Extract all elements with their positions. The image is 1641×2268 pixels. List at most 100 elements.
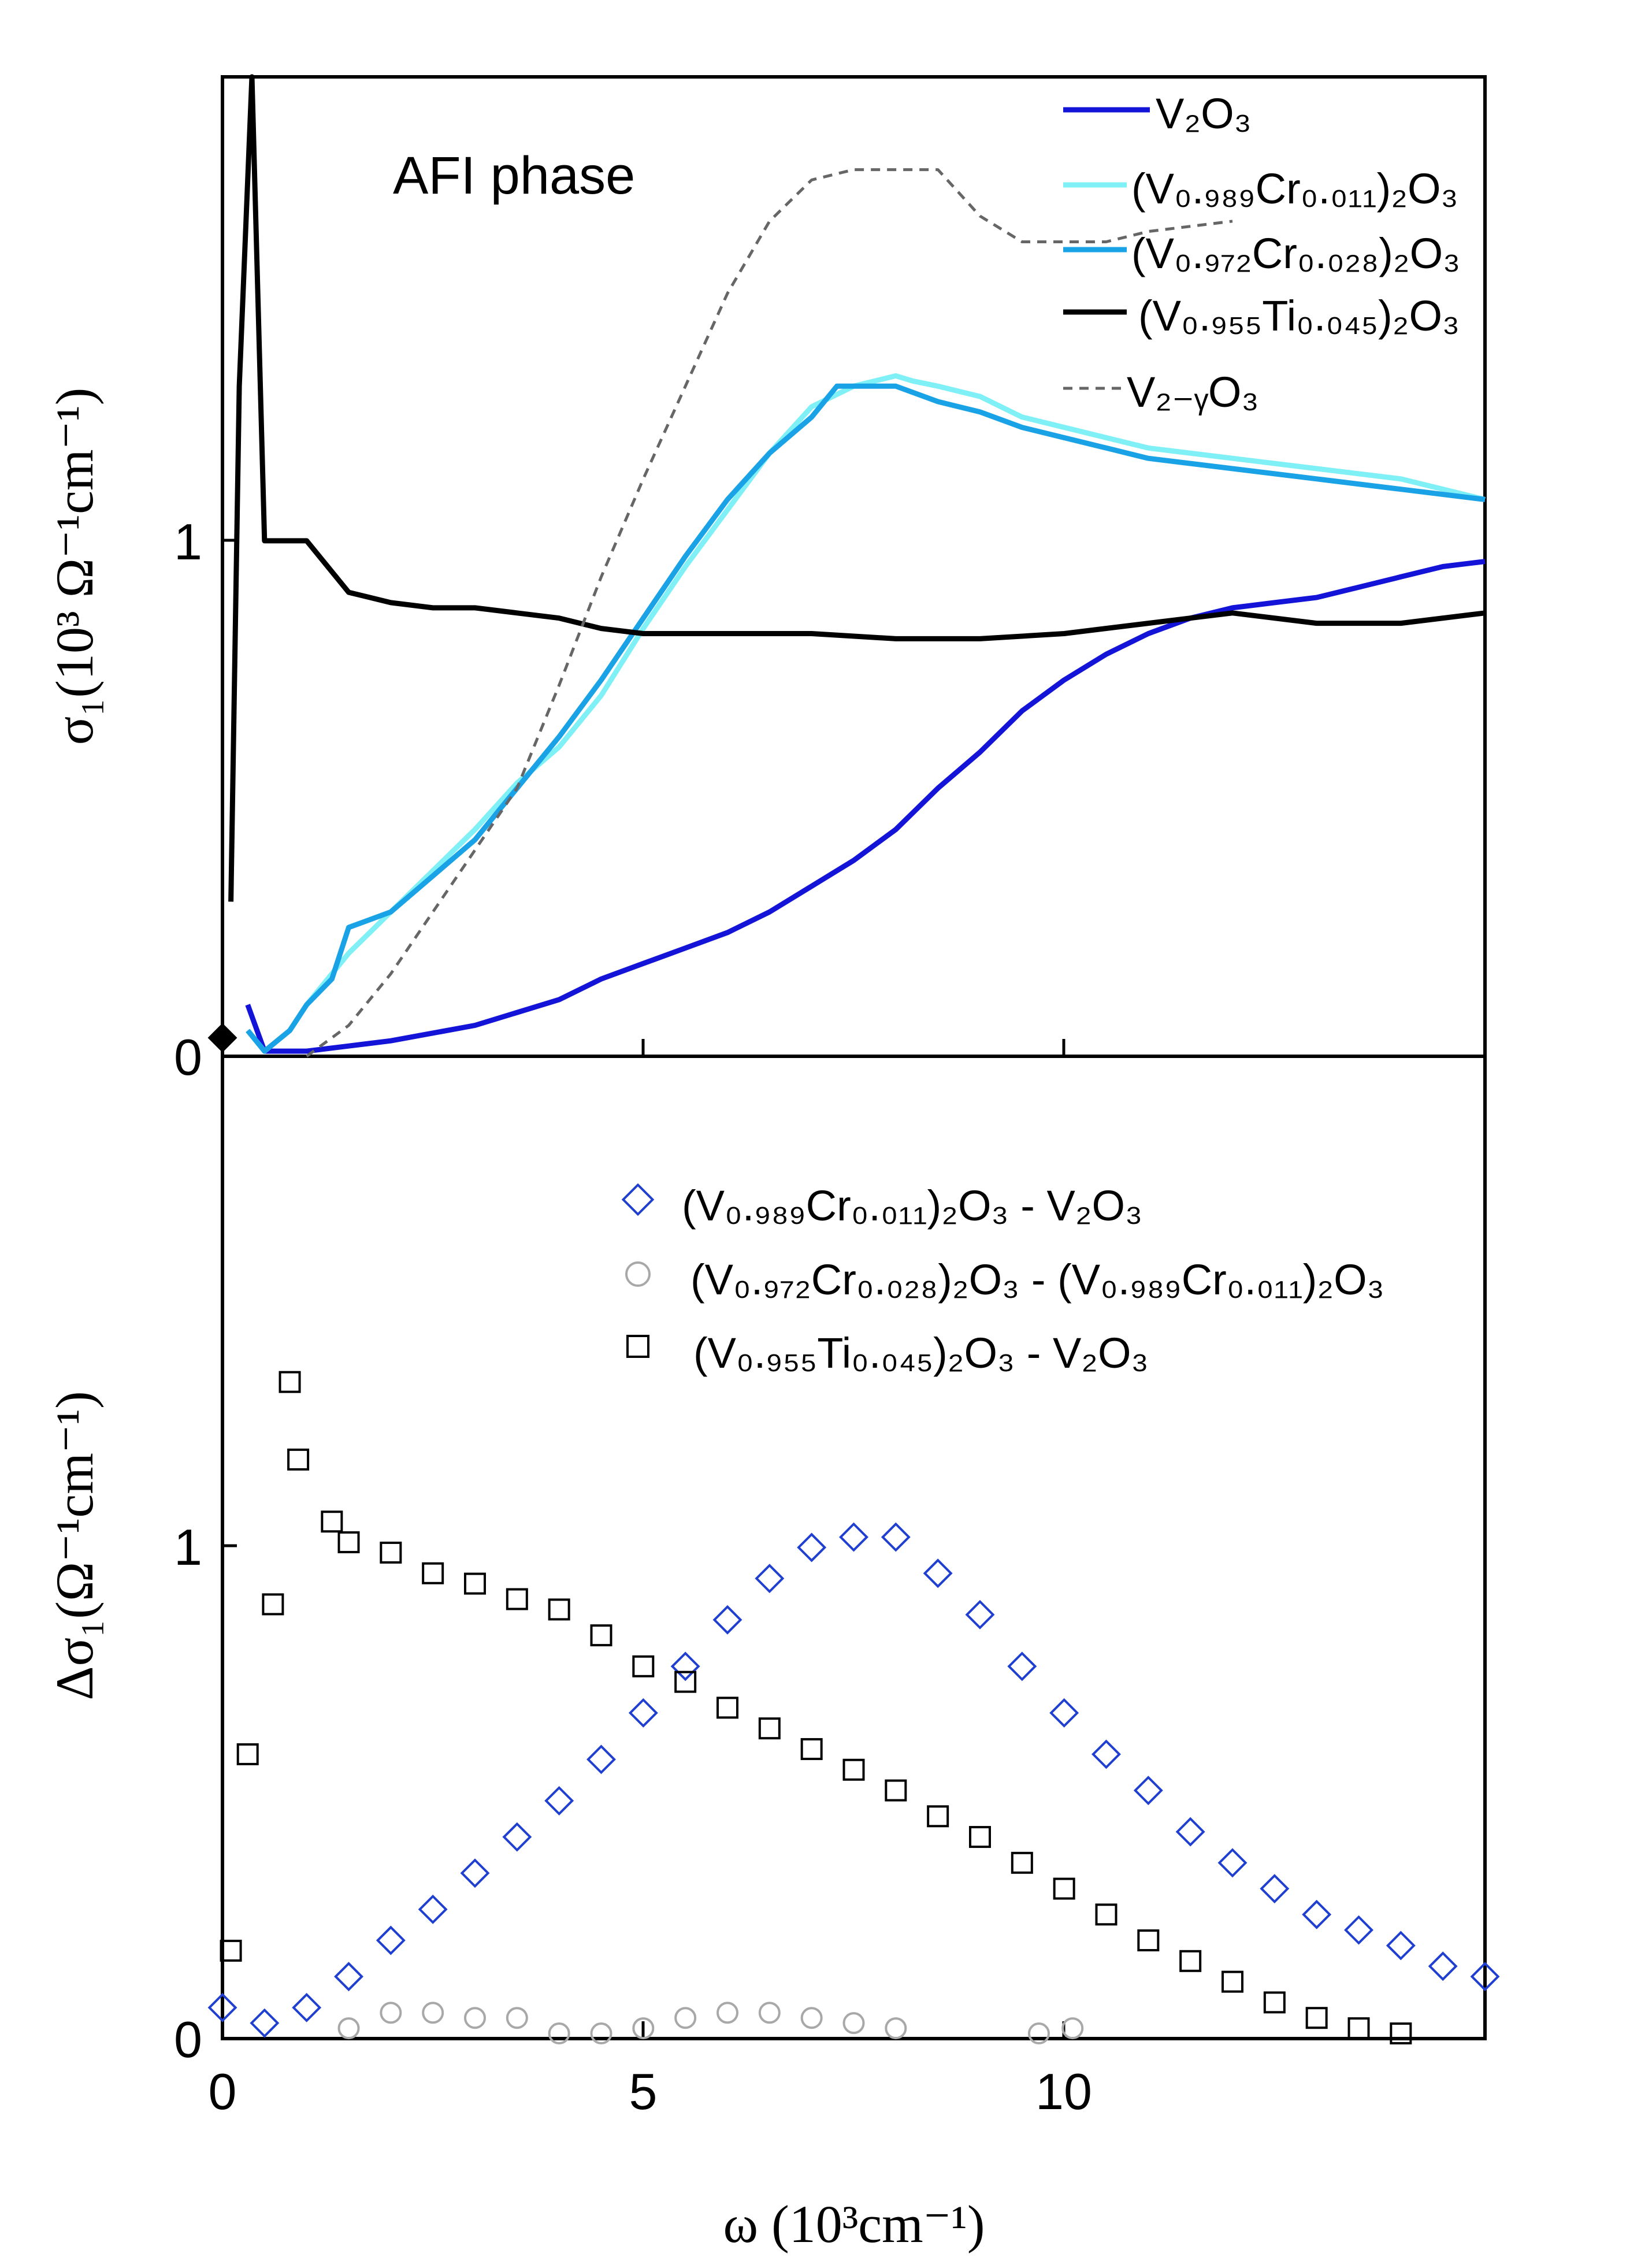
legend-label-ti045-minus-v2o3: (V₀.₉₅₅Ti₀.₀₄₅)₂O₃ - V₂O₃ [693,1329,1149,1377]
data-point-square-9 [464,1572,486,1595]
data-point-square-8 [422,1562,444,1584]
data-point-square-21 [969,1826,991,1848]
data-point-square-13 [632,1655,655,1677]
data-point-diamond-4 [376,1925,406,1955]
data-point-square-10 [506,1588,528,1610]
series-line-v2o3 [245,559,1486,1054]
data-point-diamond-27 [1344,1915,1373,1945]
legend-marker-diamond [621,1183,655,1216]
data-point-square-29 [1305,2007,1328,2029]
data-point-diamond-2 [292,1992,322,2022]
data-point-diamond-21 [1091,1739,1121,1769]
data-point-square-6 [337,1531,360,1554]
top-legend: V₂O₃ (V₀.₉₈₉Cr₀.₀₁₁)₂O₃ (V₀.₉₇₂Cr₀.₀₂₈)₂… [1063,90,1460,416]
data-point-circle-1 [380,2002,402,2024]
data-point-square-7 [380,1541,402,1564]
data-point-diamond-15 [839,1522,868,1552]
data-point-diamond-20 [1049,1698,1079,1728]
data-point-diamond-3 [334,1962,363,1992]
data-point-circle-12 [842,2012,865,2035]
x-tick-label-5: 5 [629,2063,658,2120]
data-point-circle-15 [1061,2017,1084,2040]
data-point-diamond-24 [1217,1848,1248,1878]
origin-diamond-marker [207,1023,237,1053]
data-point-circle-9 [716,2002,738,2024]
data-point-circle-10 [758,2002,781,2024]
x-tick-label-0: 0 [209,2063,237,2120]
data-point-square-15 [716,1697,738,1719]
data-point-diamond-6 [460,1858,490,1888]
data-point-circle-2 [422,2002,444,2024]
top-y-tick-label-1: 1 [174,513,202,570]
bottom-panel-frame [221,1055,1487,2040]
legend-label-v2yo3: V₂₋ᵧO₃ [1127,368,1259,416]
data-point-diamond-28 [1386,1931,1416,1961]
top-panel-frame [221,75,1487,1058]
series-line-v0-972cr0-028-2o3 [246,383,1486,1054]
data-point-circle-5 [548,2022,570,2045]
data-point-diamond-22 [1133,1776,1163,1805]
bottom-y-axis-label: Δσ₁(Ω⁻¹cm⁻¹) [45,1391,104,1700]
data-point-circle-0 [337,2017,360,2040]
x-tick-label-10: 10 [1035,2063,1092,2120]
data-point-square-17 [800,1738,823,1760]
data-point-square-22 [1011,1851,1033,1874]
data-point-diamond-12 [712,1605,742,1635]
legend-marker-square [626,1335,649,1358]
data-point-square-0 [220,1939,242,1962]
data-point-diamond-17 [923,1558,953,1588]
legend-label-cr011: (V₀.₉₈₉Cr₀.₀₁₁)₂O₃ [1131,165,1458,213]
afi-phase-annotation: AFI phase [393,146,635,205]
data-point-diamond-23 [1175,1817,1205,1847]
top-plot-lines [228,74,1486,1058]
data-point-circle-8 [674,2007,697,2029]
data-point-square-14 [674,1671,697,1693]
data-point-diamond-25 [1260,1874,1290,1903]
legend-label-v2o3: V₂O₃ [1156,90,1252,138]
data-point-diamond-8 [544,1786,574,1816]
data-point-diamond-14 [797,1532,827,1562]
data-point-circle-13 [885,2017,907,2040]
data-point-square-30 [1347,2017,1370,2040]
data-point-diamond-19 [1007,1651,1037,1681]
data-point-diamond-29 [1428,1951,1458,1981]
data-point-square-12 [590,1624,612,1647]
data-point-square-2 [262,1593,284,1616]
top-y-tick-label-0: 0 [174,1029,202,1086]
data-point-square-4 [287,1448,310,1471]
top-y-axis-label: σ₁(10³ Ω⁻¹cm⁻¹) [45,388,104,745]
data-point-square-3 [279,1371,301,1393]
data-point-square-11 [548,1598,570,1621]
series-line-v2-yo3 [306,168,1233,1058]
data-point-circle-4 [506,2007,528,2029]
data-point-diamond-0 [207,1992,237,2022]
data-point-square-24 [1095,1903,1117,1926]
bottom-plot-markers [207,1371,1500,2045]
data-point-circle-3 [464,2007,486,2029]
data-point-diamond-5 [418,1894,448,1924]
data-point-square-16 [758,1717,781,1740]
legend-marker-circle [625,1261,651,1287]
bottom-legend: (V₀.₉₈₉Cr₀.₀₁₁)₂O₃ - V₂O₃ (V₀.₉₇₂Cr₀.₀₂₈… [621,1182,1384,1377]
data-point-diamond-18 [965,1599,995,1629]
data-point-square-23 [1053,1877,1075,1900]
data-point-diamond-16 [881,1522,911,1552]
data-point-circle-14 [1027,2022,1050,2045]
data-point-circle-7 [632,2017,655,2040]
series-line-v0-955ti0-045-2o3 [228,74,1486,902]
legend-label-ti045: (V₀.₉₅₅Ti₀.₀₄₅)₂O₃ [1138,292,1460,340]
data-point-square-31 [1390,2022,1412,2045]
legend-label-cr028: (V₀.₉₇₂Cr₀.₀₂₈)₂O₃ [1131,229,1460,277]
data-point-diamond-7 [502,1822,532,1852]
bottom-y-tick-label-1: 1 [174,1519,202,1576]
legend-label-cr011-minus-v2o3: (V₀.₉₈₉Cr₀.₀₁₁)₂O₃ - V₂O₃ [682,1182,1142,1230]
data-point-circle-11 [800,2007,823,2029]
data-point-diamond-26 [1302,1899,1332,1929]
data-point-square-1 [236,1743,259,1765]
data-point-diamond-13 [755,1564,785,1594]
bottom-y-tick-label-0: 0 [174,2011,202,2068]
data-point-square-26 [1179,1950,1202,1972]
data-point-square-18 [842,1758,865,1781]
data-point-square-28 [1263,1991,1286,2014]
